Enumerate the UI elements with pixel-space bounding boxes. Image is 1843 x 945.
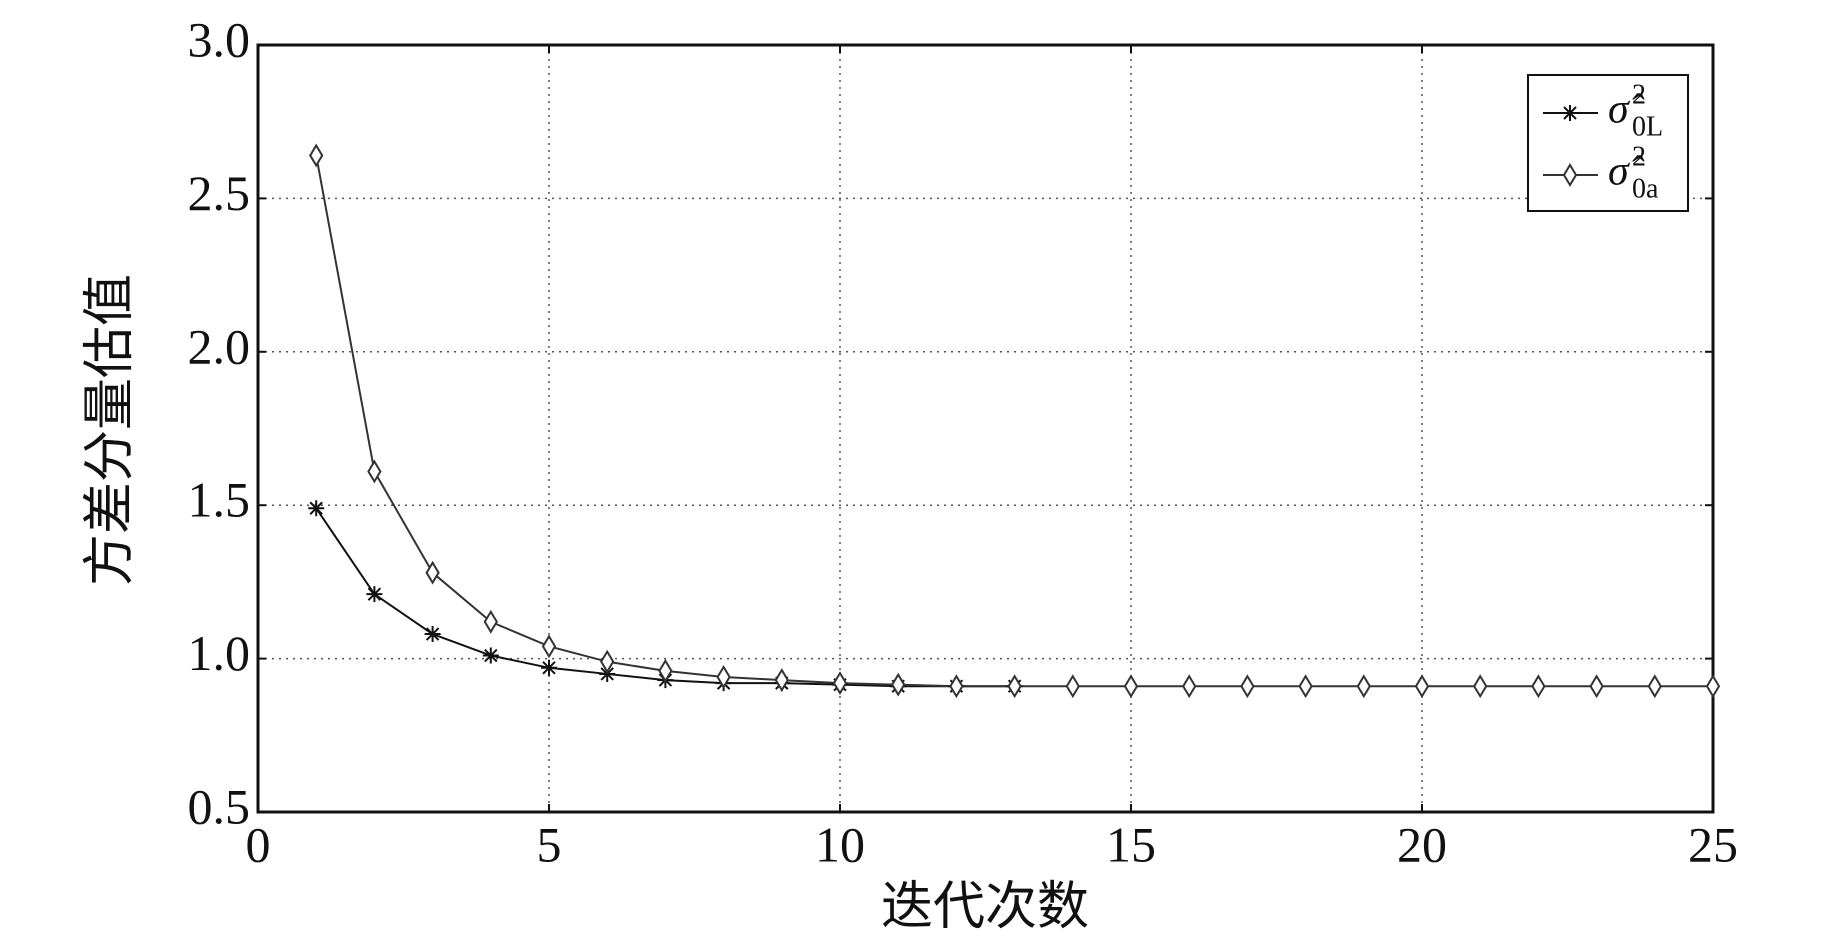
- y-tick-label: 1.0: [188, 625, 251, 681]
- y-tick-label: 3.0: [188, 11, 251, 67]
- data-point: [1123, 674, 1139, 699]
- legend-label: σ̂ 20L: [1608, 79, 1663, 142]
- x-tick-label: 5: [537, 816, 562, 872]
- x-axis-label: 迭代次数: [881, 879, 1089, 936]
- data-point: [1562, 163, 1578, 187]
- legend-sup: 2: [1632, 79, 1646, 110]
- x-tick-label: 0: [246, 816, 271, 872]
- data-point: [309, 143, 324, 168]
- data-point: [424, 626, 441, 643]
- x-tick-label: 15: [1106, 816, 1156, 872]
- data-point: [541, 634, 557, 659]
- data-point: [774, 668, 789, 693]
- data-point: [541, 659, 557, 676]
- data-point: [366, 586, 383, 603]
- data-point: [1240, 674, 1255, 699]
- legend-sub: 0L: [1632, 111, 1663, 142]
- x-tick-label: 20: [1397, 816, 1447, 872]
- y-tick-label: 0.5: [188, 778, 251, 834]
- data-point: [1705, 674, 1721, 699]
- data-point: [891, 672, 906, 697]
- data-point: [1473, 674, 1488, 699]
- data-point: [483, 609, 498, 634]
- data-point: [1531, 674, 1546, 699]
- legend-sub: 0a: [1632, 173, 1659, 204]
- data-point: [367, 459, 382, 484]
- data-point: [599, 665, 616, 682]
- data-point: [1589, 674, 1604, 699]
- legend-sup: 2: [1632, 141, 1646, 172]
- data-point: [308, 500, 325, 517]
- data-point: [425, 560, 440, 585]
- series-line: [315, 155, 1713, 688]
- data-point: [832, 671, 848, 696]
- data-point: [949, 674, 964, 699]
- y-tick-label: 2.5: [188, 165, 251, 221]
- data-point: [1007, 674, 1022, 699]
- data-point: [1647, 674, 1662, 699]
- data-point: [1298, 674, 1313, 699]
- x-tick-label: 10: [815, 816, 865, 872]
- data-point: [482, 647, 499, 664]
- data-point: [1414, 674, 1430, 699]
- y-tick-label: 1.5: [188, 472, 251, 528]
- data-point: [1562, 105, 1578, 121]
- data-point: [658, 658, 673, 683]
- legend-box: [1527, 74, 1689, 212]
- data-point: [1065, 674, 1080, 699]
- data-point: [600, 649, 615, 674]
- y-axis-label: 方差分量估值: [82, 274, 139, 586]
- data-point: [716, 665, 731, 689]
- legend-label: σ̂ 20a: [1608, 141, 1659, 204]
- data-point: [1182, 674, 1197, 699]
- plot-frame: [256, 43, 1715, 814]
- y-tick-label: 2.0: [188, 318, 251, 374]
- x-tick-label: 25: [1688, 816, 1738, 872]
- data-point: [1356, 674, 1371, 699]
